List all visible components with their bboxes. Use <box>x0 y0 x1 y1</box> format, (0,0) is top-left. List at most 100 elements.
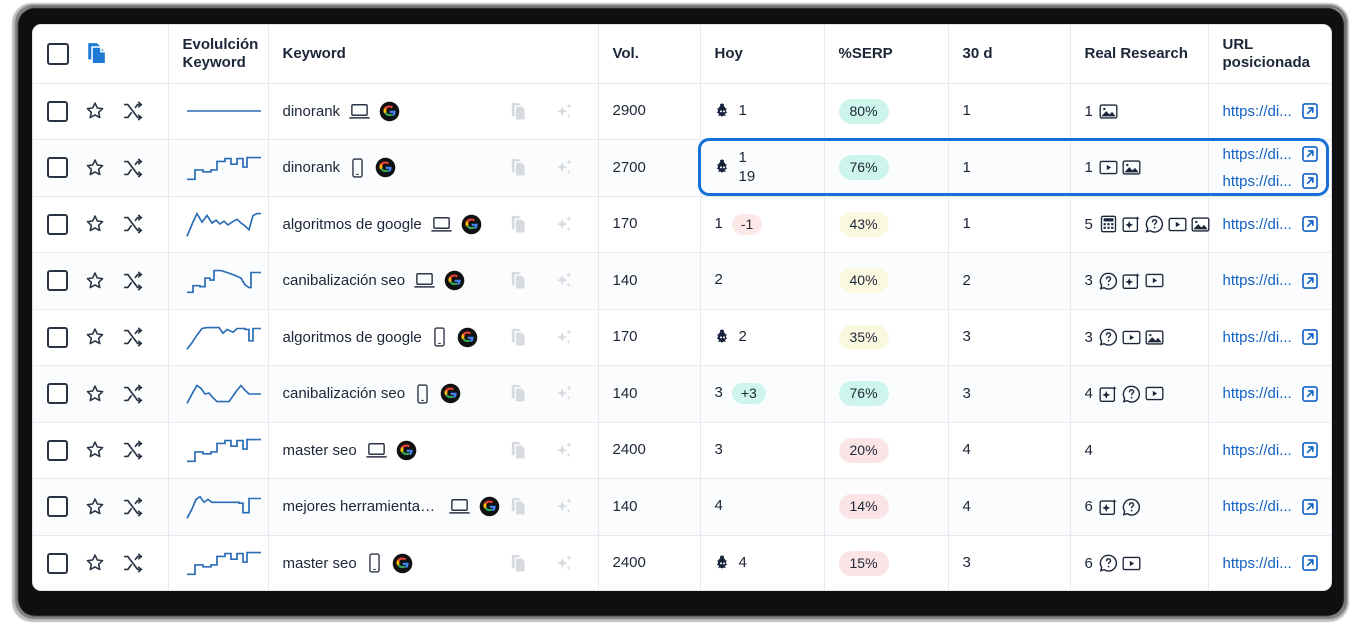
url-link[interactable]: https://di... <box>1223 554 1320 572</box>
copy-icon[interactable] <box>508 552 531 575</box>
keyword-evolution-sparkline[interactable] <box>168 83 269 140</box>
row-checkbox[interactable] <box>47 552 68 574</box>
row-checkbox[interactable] <box>47 326 68 348</box>
copy-documents-icon[interactable] <box>85 41 111 67</box>
sparkle-ai-icon[interactable] <box>553 495 576 518</box>
copy-icon[interactable] <box>508 439 531 462</box>
external-link-icon[interactable] <box>1301 102 1319 120</box>
url-link[interactable]: https://di... <box>1223 215 1320 233</box>
sparkle-ai-icon[interactable] <box>553 213 576 236</box>
header-volume[interactable]: Vol. <box>598 25 701 84</box>
star-icon[interactable] <box>84 383 106 405</box>
shuffle-icon[interactable] <box>122 157 144 179</box>
sparkle-ai-icon[interactable] <box>1099 498 1118 516</box>
copy-icon[interactable] <box>508 100 531 123</box>
sparkle-ai-icon[interactable] <box>1099 385 1118 403</box>
keyword-label[interactable]: canibalización seo <box>282 385 406 403</box>
star-icon[interactable] <box>84 496 106 518</box>
sparkle-ai-icon[interactable] <box>1122 272 1141 290</box>
sparkle-ai-icon[interactable] <box>553 156 576 179</box>
url-link[interactable]: https://di... <box>1223 385 1320 403</box>
external-link-icon[interactable] <box>1301 441 1319 459</box>
keyword-evolution-sparkline[interactable] <box>168 422 269 479</box>
shuffle-icon[interactable] <box>122 213 144 235</box>
external-link-icon[interactable] <box>1301 272 1319 290</box>
question-icon[interactable] <box>1099 554 1118 573</box>
row-checkbox[interactable] <box>47 213 68 235</box>
sparkle-ai-icon[interactable] <box>1122 215 1141 233</box>
url-link[interactable]: https://di... <box>1223 172 1320 190</box>
external-link-icon[interactable] <box>1301 145 1319 163</box>
table-row[interactable]: master seo 2400 3 20% 4 4 https://di... <box>33 422 1331 479</box>
star-icon[interactable] <box>84 213 106 235</box>
external-link-icon[interactable] <box>1301 172 1319 190</box>
copy-icon[interactable] <box>508 326 531 349</box>
star-icon[interactable] <box>84 270 106 292</box>
shuffle-icon[interactable] <box>122 439 144 461</box>
star-icon[interactable] <box>84 439 106 461</box>
keyword-evolution-sparkline[interactable] <box>168 365 269 423</box>
video-icon[interactable] <box>1122 329 1141 346</box>
keyword-label[interactable]: canibalización seo <box>282 272 406 290</box>
select-all-checkbox[interactable] <box>47 42 69 65</box>
keyword-evolution-sparkline[interactable] <box>168 535 269 590</box>
table-row[interactable]: dinorank 2700 1 19 76% 1 1 https://di... https:/… <box>33 139 1331 197</box>
calculator-icon[interactable] <box>1099 215 1118 233</box>
keyword-label[interactable]: algoritmos de google <box>282 215 422 233</box>
copy-icon[interactable] <box>508 382 531 405</box>
video-icon[interactable] <box>1168 216 1187 233</box>
question-icon[interactable] <box>1122 385 1141 403</box>
star-icon[interactable] <box>84 552 106 574</box>
table-row[interactable]: algoritmos de google 170 2 35% 3 3 https://di.… <box>33 309 1331 366</box>
image-icon[interactable] <box>1122 159 1141 176</box>
copy-icon[interactable] <box>508 156 531 179</box>
video-icon[interactable] <box>1122 555 1141 572</box>
copy-icon[interactable] <box>508 269 531 292</box>
external-link-icon[interactable] <box>1301 328 1319 346</box>
external-link-icon[interactable] <box>1301 215 1319 233</box>
shuffle-icon[interactable] <box>122 100 144 122</box>
table-row[interactable]: master seo 2400 4 15% 3 6 https://di... <box>33 535 1331 590</box>
external-link-icon[interactable] <box>1301 385 1319 403</box>
copy-icon[interactable] <box>508 495 531 518</box>
row-checkbox[interactable] <box>47 439 68 461</box>
url-link[interactable]: https://di... <box>1223 441 1320 459</box>
image-icon[interactable] <box>1191 216 1210 233</box>
image-icon[interactable] <box>1145 329 1164 346</box>
shuffle-icon[interactable] <box>122 270 144 292</box>
header-serp[interactable]: %SERP <box>824 25 949 84</box>
star-icon[interactable] <box>84 326 106 348</box>
sparkle-ai-icon[interactable] <box>553 382 576 405</box>
question-icon[interactable] <box>1122 498 1141 516</box>
keyword-label[interactable]: master seo <box>282 441 357 459</box>
shuffle-icon[interactable] <box>122 383 144 405</box>
video-icon[interactable] <box>1099 159 1118 176</box>
header-evolution[interactable]: Evolulción Keyword <box>168 25 269 84</box>
sparkle-ai-icon[interactable] <box>553 269 576 292</box>
keyword-evolution-sparkline[interactable] <box>168 252 269 310</box>
external-link-icon[interactable] <box>1301 554 1319 572</box>
shuffle-icon[interactable] <box>122 326 144 348</box>
external-link-icon[interactable] <box>1301 498 1319 516</box>
header-today[interactable]: Hoy <box>700 25 825 84</box>
video-icon[interactable] <box>1145 272 1164 289</box>
keyword-label[interactable]: dinorank <box>282 159 341 177</box>
keyword-label[interactable]: dinorank <box>282 102 341 120</box>
keyword-label[interactable]: algoritmos de google <box>282 328 422 346</box>
question-icon[interactable] <box>1099 272 1118 290</box>
header-url[interactable]: URL posicionada <box>1208 25 1331 84</box>
table-row[interactable]: canibalización seo 140 2 40% 2 3 https://di... <box>33 252 1331 310</box>
keyword-label[interactable]: mejores herramientas seo <box>282 498 440 516</box>
table-row[interactable]: dinorank 2900 1 80% 1 1 https://di... <box>33 83 1331 140</box>
url-link[interactable]: https://di... <box>1223 498 1320 516</box>
keyword-evolution-sparkline[interactable] <box>168 139 269 197</box>
keyword-evolution-sparkline[interactable] <box>168 309 269 366</box>
table-row[interactable]: mejores herramientas seo 140 4 14% 4 6 https:/… <box>33 478 1331 536</box>
url-link[interactable]: https://di... <box>1223 328 1320 346</box>
video-icon[interactable] <box>1145 385 1164 402</box>
keyword-label[interactable]: master seo <box>282 554 357 572</box>
image-icon[interactable] <box>1099 103 1118 120</box>
copy-icon[interactable] <box>508 213 531 236</box>
keyword-evolution-sparkline[interactable] <box>168 196 269 253</box>
sparkle-ai-icon[interactable] <box>553 326 576 349</box>
